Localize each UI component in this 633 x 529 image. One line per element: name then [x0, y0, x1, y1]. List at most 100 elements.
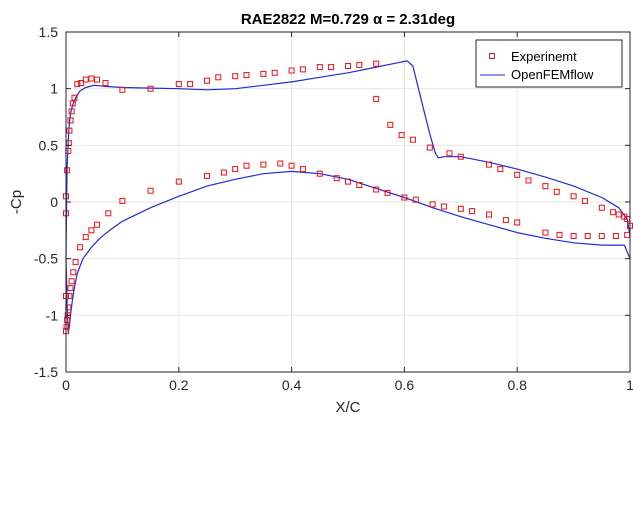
x-tick-label: 0.6 — [395, 377, 415, 393]
legend-label-experiment: Experinemt — [511, 49, 577, 64]
experiment-marker — [373, 186, 380, 193]
experiment-marker — [299, 66, 306, 73]
experiment-marker — [175, 81, 182, 88]
experiment-marker — [119, 197, 126, 204]
marker-series — [63, 60, 633, 335]
experiment-marker — [412, 196, 419, 203]
experiment-marker — [486, 211, 492, 218]
experiment-marker — [64, 167, 71, 174]
y-tick-label: -1.5 — [34, 364, 58, 380]
experiment-marker — [147, 187, 154, 194]
y-tick-label: 1 — [50, 81, 58, 97]
experiment-marker — [88, 75, 95, 82]
experiment-marker — [68, 108, 75, 115]
experiment-marker — [105, 210, 112, 217]
experiment-marker — [373, 95, 380, 102]
experiment-marker — [387, 121, 394, 128]
experiment-marker — [204, 172, 210, 179]
experiment-marker — [77, 244, 84, 251]
experiment-marker — [67, 117, 74, 124]
legend-label-openfemflow: OpenFEMflow — [511, 67, 594, 82]
experiment-marker — [288, 67, 295, 74]
x-tick-label: 0.8 — [507, 377, 527, 393]
experiment-marker — [82, 76, 89, 83]
experiment-marker — [356, 182, 363, 188]
experiment-marker — [429, 201, 436, 208]
experiment-marker — [88, 227, 95, 234]
experiment-marker — [232, 73, 239, 80]
x-tick-label: 0.2 — [169, 377, 189, 393]
experiment-marker — [542, 183, 549, 190]
x-axis-label: X/C — [335, 399, 360, 416]
experiment-marker — [277, 160, 284, 167]
experiment-marker — [67, 285, 74, 292]
experiment-marker — [612, 233, 619, 239]
experiment-marker — [66, 127, 73, 134]
experiment-marker — [69, 100, 76, 107]
legend-marker-experiment — [489, 53, 495, 59]
experiment-marker — [598, 233, 605, 239]
legend-box — [475, 39, 623, 88]
x-tick-label: 1 — [626, 377, 633, 393]
experiment-marker — [502, 217, 509, 224]
experiment-marker — [426, 144, 433, 151]
experiment-marker — [220, 169, 227, 176]
experiment-marker — [70, 269, 77, 276]
experiment-marker — [147, 85, 154, 92]
experiment-marker — [82, 234, 89, 241]
experiment-marker — [581, 197, 588, 204]
experiment-marker — [215, 74, 222, 81]
experiment-marker — [71, 94, 78, 101]
experiment-marker — [119, 86, 126, 93]
experiment-marker — [570, 193, 577, 200]
experiment-marker — [497, 166, 504, 173]
experiment-marker — [260, 70, 267, 77]
y-tick-label: 0 — [50, 194, 58, 210]
experiment-marker — [398, 132, 405, 139]
experiment-marker — [615, 211, 622, 218]
experiment-marker — [232, 166, 239, 173]
experiment-marker — [316, 170, 323, 177]
x-tick-labels: 0 0.2 0.4 0.6 0.8 1 — [62, 377, 633, 393]
chart-title: RAE2822 M=0.729 α = 2.31deg — [241, 11, 455, 28]
experiment-marker — [204, 77, 210, 84]
experiment-marker — [542, 229, 549, 236]
experiment-marker — [64, 316, 71, 323]
experiment-marker — [610, 209, 617, 216]
experiment-marker — [299, 166, 306, 173]
experiment-marker — [333, 175, 340, 182]
experiment-marker — [72, 259, 79, 266]
experiment-marker — [446, 150, 453, 157]
experiment-marker — [384, 189, 391, 196]
experiment-marker — [78, 80, 85, 86]
experiment-marker — [94, 76, 100, 83]
experiment-marker — [556, 231, 563, 238]
y-tick-label: 1.5 — [39, 24, 59, 40]
experiment-marker — [68, 278, 75, 285]
experiment-marker — [328, 64, 335, 71]
experiment-marker — [187, 81, 194, 88]
experiment-marker — [409, 136, 416, 143]
experiment-marker — [486, 161, 492, 168]
experiment-marker — [401, 194, 408, 201]
experiment-marker — [94, 221, 100, 228]
y-tick-label: -1 — [46, 307, 59, 323]
experiment-marker — [440, 203, 447, 210]
experiment-marker — [345, 178, 351, 185]
y-axis-label: -Cp — [8, 190, 25, 214]
experiment-marker — [74, 81, 81, 88]
y-tick-labels: -1.5 -1 -0.5 0 0.5 1 1.5 — [34, 24, 58, 380]
experiment-marker — [469, 208, 476, 215]
y-tick-label: 0.5 — [39, 137, 59, 153]
experiment-marker — [553, 188, 560, 195]
experiment-marker — [66, 293, 73, 300]
experiment-marker — [598, 204, 605, 211]
experiment-marker — [514, 171, 521, 178]
y-tick-label: -0.5 — [34, 251, 58, 267]
x-tick-label: 0 — [62, 377, 70, 393]
experiment-marker — [457, 153, 464, 160]
experiment-marker — [102, 80, 109, 86]
experiment-marker — [243, 72, 250, 79]
x-tick-label: 0.4 — [282, 377, 302, 393]
